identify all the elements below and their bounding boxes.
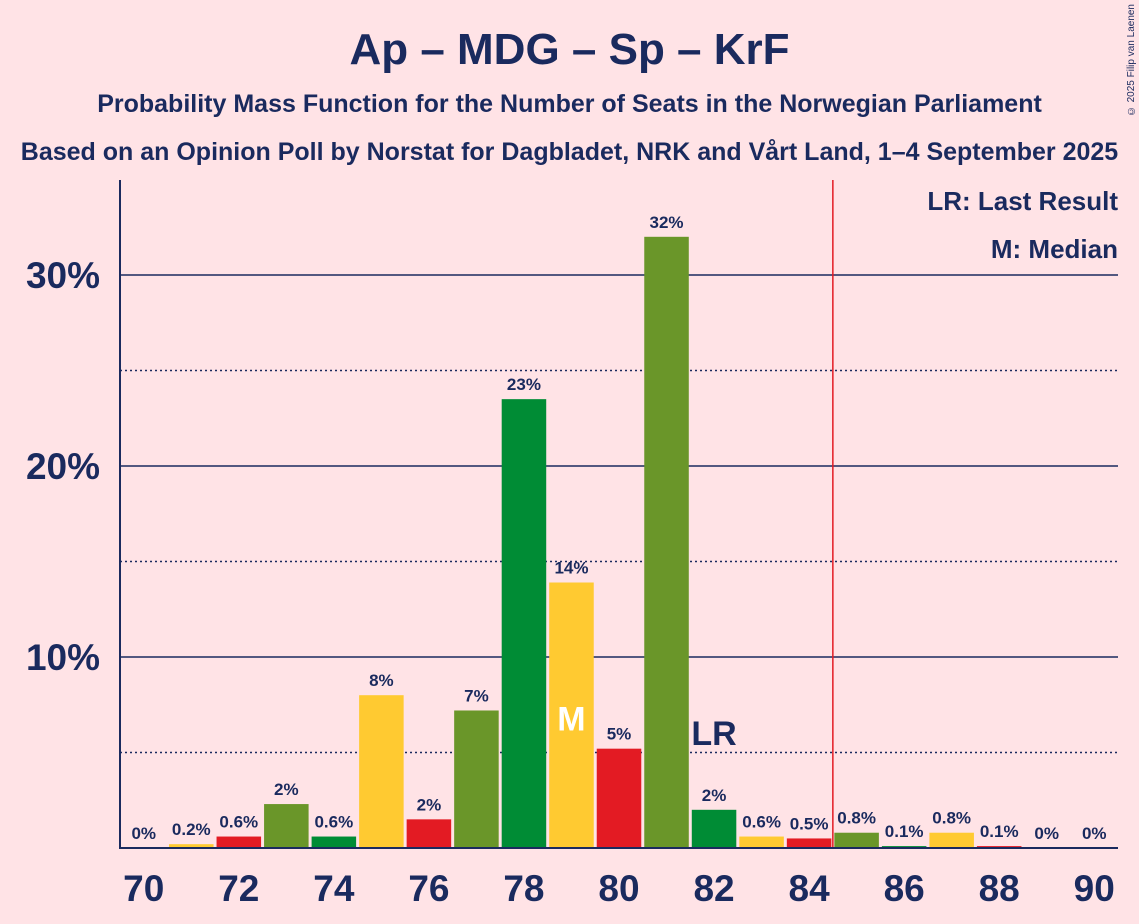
bar-seat-87: [929, 832, 974, 848]
bar-seat-83: [739, 836, 784, 848]
bar-seat-71: [169, 844, 214, 848]
axes: 10% 20% 30% 70 72 74 76 78 80 82 84 86 88 90: [26, 180, 1118, 909]
value-label-seat-73: 2%: [274, 780, 299, 799]
y-tick-label: 20%: [26, 446, 100, 487]
x-tick-label: 70: [123, 868, 164, 909]
value-label-seat-78: 23%: [507, 375, 541, 394]
x-tick-label: 74: [313, 868, 355, 909]
x-tick-label: 90: [1074, 868, 1115, 909]
value-label-seat-76: 2%: [417, 795, 442, 814]
legend-last-result: LR: Last Result: [927, 186, 1118, 216]
x-tick-label: 80: [598, 868, 639, 909]
value-label-seat-75: 8%: [369, 671, 394, 690]
bars: [169, 236, 1022, 849]
value-label-seat-89: 0%: [1034, 824, 1059, 843]
legend-median: M: Median: [991, 234, 1118, 264]
bar-seat-80: [596, 748, 642, 848]
bar-seat-74: [311, 836, 357, 848]
value-label-seat-85: 0.8%: [837, 809, 876, 828]
value-label-seat-72: 0.6%: [219, 813, 258, 832]
chart-source: Based on an Opinion Poll by Norstat for …: [20, 138, 1119, 166]
value-label-seat-82: 2%: [702, 786, 727, 805]
grid-lines: [120, 274, 1118, 754]
value-label-seat-90: 0%: [1082, 824, 1107, 843]
x-tick-label: 78: [503, 868, 544, 909]
value-label-seat-83: 0.6%: [742, 813, 781, 832]
x-tick-label: 72: [218, 868, 259, 909]
x-tick-label: 88: [979, 868, 1020, 909]
value-label-seat-70: 0%: [131, 824, 156, 843]
chart-subtitle: Probability Mass Function for the Number…: [97, 90, 1042, 118]
last-result-marker: LR: [691, 715, 736, 753]
x-tick-label: 76: [408, 868, 449, 909]
value-label-seat-88: 0.1%: [980, 822, 1019, 841]
value-label-seat-74: 0.6%: [314, 813, 353, 832]
x-tick-label: 86: [884, 868, 925, 909]
value-label-seat-71: 0.2%: [172, 820, 211, 839]
y-tick-label: 30%: [26, 255, 100, 296]
bar-seat-79: [549, 582, 594, 848]
value-label-seat-81: 32%: [650, 213, 684, 232]
bar-seat-81: [644, 236, 689, 849]
value-label-seat-87: 0.8%: [932, 809, 971, 828]
bar-seat-84: [786, 838, 832, 848]
legend: LR: Last Result M: Median: [927, 186, 1118, 264]
value-label-seat-84: 0.5%: [790, 814, 829, 833]
bar-seat-85: [834, 832, 879, 848]
bar-seat-73: [264, 804, 309, 848]
x-tick-label: 82: [693, 868, 734, 909]
bar-seat-72: [216, 836, 262, 848]
value-label-seat-77: 7%: [464, 686, 489, 705]
bar-seat-75: [359, 695, 404, 848]
value-label-seat-80: 5%: [607, 725, 632, 744]
bar-seat-76: [406, 819, 452, 848]
value-label-seat-86: 0.1%: [885, 822, 924, 841]
median-marker: M: [557, 701, 585, 739]
x-tick-label: 84: [789, 868, 831, 909]
bar-seat-82: [691, 809, 737, 848]
bar-seat-78: [501, 399, 547, 848]
bar-value-labels: 0% 0.2% 0.6% 2% 0.6% 8% 2% 7% 23% 14% 5% 32% 2% 0.6% 0…: [131, 213, 1106, 843]
y-tick-label: 10%: [26, 637, 100, 678]
bar-seat-77: [454, 710, 499, 848]
value-label-seat-79: 14%: [554, 559, 588, 578]
chart-title: Ap – MDG – Sp – KrF: [349, 25, 790, 74]
